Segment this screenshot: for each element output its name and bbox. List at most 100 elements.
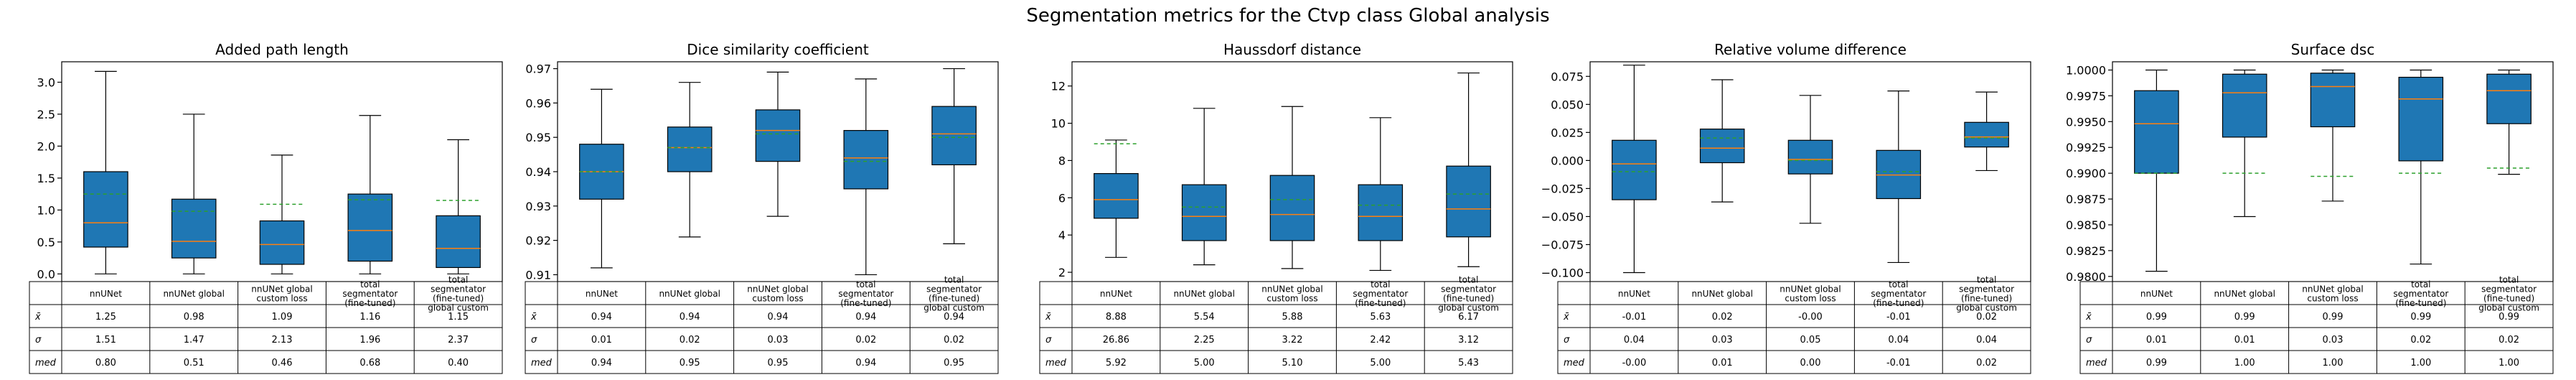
column-header-line: total (1889, 279, 1908, 289)
box (83, 171, 128, 248)
column-header-line: custom loss (256, 294, 307, 304)
table-cell: 0.02 (680, 335, 700, 346)
table-cell: 0.95 (680, 358, 700, 369)
table-cell: 0.04 (1976, 335, 1997, 346)
panel-4: Surface dsc0.98000.98250.98500.98750.990… (2066, 41, 2554, 374)
box (931, 106, 977, 166)
table-cell: 0.94 (591, 358, 612, 369)
y-tick-label: 10 (1051, 117, 1066, 131)
table-cell: 0.80 (95, 358, 116, 369)
column-header-line: (fine-tuned) (1355, 298, 1406, 308)
column-header: total segmentator (fine-tuned) (1871, 279, 1926, 308)
y-tick-label: 1.5 (37, 172, 55, 185)
y-tick-label: 0.92 (525, 234, 551, 248)
column-header-line: (fine-tuned) (1961, 294, 2012, 304)
column-header: nnUNet global (163, 289, 224, 299)
column-header-line: global custom (1438, 303, 1499, 313)
box (1094, 172, 1139, 219)
column-header-line: segmentator (838, 289, 893, 299)
y-tick-label: 1.0000 (2066, 63, 2106, 77)
table-cell: 0.68 (359, 358, 380, 369)
y-tick-label: 3.0 (37, 75, 55, 89)
row-label: σ (531, 335, 537, 346)
box (2486, 73, 2532, 124)
table-cell: 5.54 (1194, 312, 1215, 323)
table-cell: 1.16 (359, 312, 380, 323)
row-label: x̄ (1045, 312, 1051, 323)
table-cell: 0.94 (855, 358, 876, 369)
box (1446, 165, 1491, 238)
table-cell: 5.88 (1282, 312, 1303, 323)
table-cell: 5.10 (1282, 358, 1303, 369)
table-cell: 2.42 (1370, 335, 1391, 346)
y-tick-label: 2.0 (37, 139, 55, 153)
table-cell: 0.01 (2146, 335, 2167, 346)
column-header-line: segmentator (926, 284, 982, 295)
table-cell: 1.51 (95, 335, 116, 346)
column-header: total segmentator (fine-tuned) global custo… (428, 275, 489, 313)
column-header-line: (fine-tuned) (1873, 298, 1924, 308)
table-cell: 0.99 (2146, 358, 2167, 369)
table-cell: 0.99 (2323, 312, 2344, 323)
row-label: med (35, 358, 57, 369)
box (2310, 73, 2356, 128)
y-tick-label: 0.9875 (2066, 193, 2106, 206)
column-header-line: nnUNet (586, 289, 618, 299)
table-cell: 1.09 (272, 312, 293, 323)
column-header-line: segmentator (431, 284, 486, 295)
column-header-line: segmentator (1441, 284, 1496, 295)
y-tick-label: 0.0 (37, 267, 55, 281)
table-cell: 2.37 (448, 335, 469, 346)
panel-1: Dice similarity coefficient 0.91 0.92 0.93 0… (525, 41, 999, 374)
y-tick-label: −0.050 (1541, 210, 1584, 223)
box (1699, 129, 1745, 164)
table-cell: 6.17 (1458, 312, 1479, 323)
column-header-line: nnUNet global (251, 284, 312, 295)
table-cell: 2.25 (1194, 335, 1215, 346)
box (1181, 184, 1227, 241)
column-header-line: total (1371, 279, 1390, 289)
y-tick-label: 0.95 (525, 131, 551, 144)
column-header-line: nnUNet global (2214, 289, 2275, 299)
table-cell: 0.99 (2410, 312, 2431, 323)
column-header-line: nnUNet (1100, 289, 1132, 299)
figure-title: Segmentation metrics for the Ctvp class … (1026, 5, 1549, 27)
table-cell: 3.22 (1282, 335, 1303, 346)
chart-panels: Added path length 0.0 0.5 1.0 1.5 2.0 2.5 3.0 nn… (29, 41, 2554, 374)
table-cell: -0.00 (1798, 312, 1823, 323)
column-header: total segmentator (fine-tuned) (1353, 279, 1408, 308)
table-cell: 1.25 (95, 312, 116, 323)
table-cell: 0.01 (1712, 358, 1733, 369)
table-cell: 2.13 (272, 335, 293, 346)
table-cell: 0.94 (855, 312, 876, 323)
y-tick-label: 0.97 (525, 62, 551, 76)
table-cell: 0.03 (1712, 335, 1733, 346)
table-cell: 5.00 (1194, 358, 1215, 369)
table-cell: 0.01 (591, 335, 612, 346)
column-header-line: custom loss (2307, 294, 2358, 304)
row-label: med (531, 358, 553, 369)
column-header-line: nnUNet global (747, 284, 808, 295)
box (2222, 73, 2267, 138)
y-tick-label: 0.9950 (2066, 115, 2106, 129)
column-header-line: segmentator (1959, 284, 2014, 295)
table-cell: 0.03 (768, 335, 789, 346)
column-header: nnUNet global (659, 289, 720, 299)
row-label: x̄ (34, 312, 41, 323)
table-cell: -0.01 (1886, 358, 1911, 369)
column-header: nnUNet (90, 289, 122, 299)
row-label: σ (1045, 335, 1052, 346)
stats-table: nnUNet nnUNet global nnUNet global custom l… (525, 275, 999, 374)
column-header: nnUNet (1100, 289, 1132, 299)
column-header: total segmentator (fine-tuned) global custo… (1956, 275, 2017, 313)
column-header: nnUNet global custom loss (251, 284, 312, 304)
table-cell: 0.02 (2410, 335, 2431, 346)
column-header: nnUNet global custom loss (1261, 284, 1322, 304)
y-tick-label: 0.050 (1551, 98, 1584, 111)
column-header: nnUNet global custom loss (747, 284, 808, 304)
chart-title: Dice similarity coefficient (687, 41, 869, 58)
stats-table: nnUNet nnUNet global nnUNet global custom l… (2079, 275, 2554, 374)
y-tick-label: 0.075 (1551, 70, 1584, 83)
panel-0: Added path length 0.0 0.5 1.0 1.5 2.0 2.5 3.0 nn… (29, 41, 503, 374)
column-header: nnUNet global (1691, 289, 1752, 299)
